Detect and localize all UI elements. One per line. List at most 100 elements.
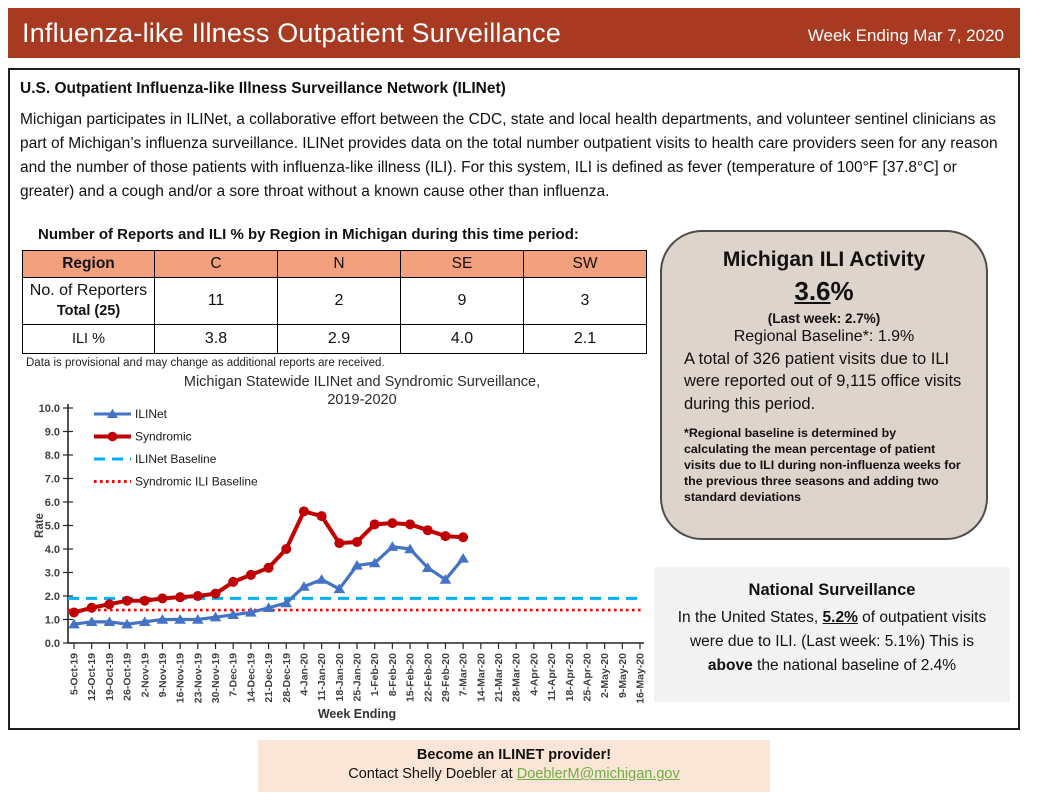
x-tick-label: 14-Dec-19 (245, 653, 257, 703)
x-tick-label: 9-Nov-19 (157, 653, 169, 698)
activity-box-title: Michigan ILI Activity (722, 248, 926, 271)
y-tick-label: 10.0 (39, 403, 60, 415)
table-header-row: Region C N SE SW (22, 250, 647, 278)
table-cell: 11 (154, 277, 278, 325)
y-tick-label: 8.0 (45, 450, 60, 462)
region-table-title: Number of Reports and ILI % by Region in… (38, 226, 579, 243)
x-tick-label: 25-Jan-20 (352, 653, 364, 702)
activity-value-number: 3.6 (794, 276, 831, 306)
contact-prefix: Contact Shelly Doebler at (348, 766, 517, 782)
x-tick-label: 7-Dec-19 (228, 653, 240, 697)
week-ending-label: Week Ending Mar 7, 2020 (807, 26, 1004, 45)
col-header-region: Region (22, 250, 155, 278)
syndromic-data-point (387, 518, 398, 529)
ilinet-data-point (262, 602, 275, 612)
ilinet-data-point (386, 541, 399, 551)
ilinet-section-heading: U.S. Outpatient Influenza-like Illness S… (20, 80, 506, 97)
x-tick-label: 18-Apr-20 (564, 653, 576, 702)
syndromic-data-point (157, 593, 168, 604)
activity-value-suffix: % (830, 276, 854, 306)
syndromic-data-point (210, 588, 221, 599)
region-table: Region C N SE SW No. of Reporters Total … (22, 250, 647, 354)
y-tick-label: 7.0 (45, 474, 60, 486)
ilinet-data-point (368, 557, 381, 568)
ili-surveillance-chart: Michigan Statewide ILINet and Syndromic … (32, 370, 657, 722)
x-tick-label: 23-Nov-19 (192, 653, 204, 703)
x-tick-label: 25-Apr-20 (581, 653, 593, 702)
chart-title-line2: 2019-2020 (327, 392, 396, 408)
michigan-ili-activity-box: Michigan ILI Activity 3.6% (Last week: 2… (660, 230, 988, 540)
table-cell: 2 (277, 277, 401, 325)
legend-label: Syndromic (135, 430, 192, 444)
x-tick-label: 4-Jan-20 (298, 653, 310, 696)
reporters-row-label: No. of Reporters Total (25) (22, 277, 155, 325)
ilinet-data-point (280, 597, 293, 608)
syndromic-data-point (175, 592, 186, 603)
series-line-ilinet (72, 545, 465, 626)
y-tick-label: 4.0 (45, 544, 60, 556)
page-title: Influenza-like Illness Outpatient Survei… (22, 17, 561, 48)
chart-svg: Michigan Statewide ILINet and Syndromic … (34, 374, 647, 721)
y-tick-label: 3.0 (45, 568, 60, 580)
x-tick-label: 29-Feb-20 (440, 653, 452, 702)
national-pct-highlight: 5.2% (822, 609, 858, 626)
col-header-se: SE (400, 250, 524, 278)
syndromic-data-point (458, 532, 469, 543)
ilinet-data-point (351, 560, 363, 570)
x-tick-label: 1-Feb-20 (369, 653, 381, 696)
x-tick-label: 22-Feb-20 (422, 653, 434, 702)
table-footnote: Data is provisional and may change as ad… (26, 357, 385, 369)
ilinet-data-point (121, 618, 133, 629)
syndromic-data-point (405, 519, 416, 530)
main-content-box: U.S. Outpatient Influenza-like Illness S… (8, 68, 1020, 730)
table-cell: 3.8 (154, 324, 278, 354)
syndromic-data-point (334, 538, 345, 549)
x-tick-label: 18-Jan-20 (334, 653, 346, 702)
report-header: Influenza-like Illness Outpatient Survei… (8, 8, 1020, 58)
ilinet-data-point (209, 611, 222, 622)
x-tick-label: 16-Nov-19 (175, 653, 187, 703)
x-tick-label: 4-Apr-20 (528, 653, 540, 696)
syndromic-data-point (228, 576, 239, 587)
table-row-ili-pct: ILI % 3.8 2.9 4.0 2.1 (22, 324, 647, 354)
y-tick-label: 2.0 (45, 591, 60, 603)
syndromic-data-point (122, 595, 133, 606)
ilinet-data-point (404, 543, 416, 554)
table-cell: 2.1 (523, 324, 647, 354)
national-box-text: In the United States, 5.2% of outpatient… (666, 606, 998, 678)
legend-item-syndromic: Syndromic (94, 430, 192, 444)
table-cell: 9 (400, 277, 524, 325)
syndromic-data-point (281, 544, 292, 554)
activity-last-week: (Last week: 2.7%) (767, 311, 881, 326)
col-header-c: C (154, 250, 278, 278)
ilinet-data-point (85, 616, 98, 627)
ilinet-data-point (439, 574, 452, 584)
syndromic-data-point (86, 602, 97, 613)
national-text-2: of outpatient visits were due to ILI. (L… (689, 609, 987, 651)
x-tick-label: 7-Mar-20 (458, 653, 470, 696)
provider-callout: Become an ILINET provider! (416, 747, 612, 763)
table-cell: 2.9 (277, 324, 401, 354)
y-tick-label: 0.0 (45, 638, 60, 650)
ilinet-data-point (138, 616, 151, 627)
table-row-reporters: No. of Reporters Total (25) 11 2 9 3 (22, 277, 647, 325)
ilinet-data-point (315, 574, 328, 584)
email-link[interactable]: DoeblerM@michigan.gov (516, 766, 680, 782)
x-tick-label: 2-May-20 (599, 653, 611, 698)
legend-label: Syndromic ILI Baseline (135, 475, 258, 489)
x-tick-label: 9-May-20 (617, 653, 629, 698)
national-surveillance-box: National Surveillance In the United Stat… (654, 567, 1010, 702)
x-tick-label: 5-Oct-19 (69, 653, 81, 695)
x-tick-label: 11-Apr-20 (546, 653, 558, 701)
x-tick-label: 16-May-20 (635, 653, 647, 704)
x-tick-label: 2-Nov-19 (139, 653, 151, 698)
ilinet-data-point (192, 614, 204, 624)
x-tick-label: 19-Oct-19 (104, 653, 116, 701)
provider-contact-line: Contact Shelly Doebler at DoeblerM@michi… (258, 766, 770, 782)
syndromic-data-point (104, 599, 115, 610)
ilinet-data-point (298, 581, 310, 591)
regional-baseline-footnote: *Regional baseline is determined by calc… (684, 425, 961, 505)
legend-item-ilinet-baseline: ILINet Baseline (94, 452, 217, 466)
y-tick-label: 5.0 (45, 521, 60, 533)
